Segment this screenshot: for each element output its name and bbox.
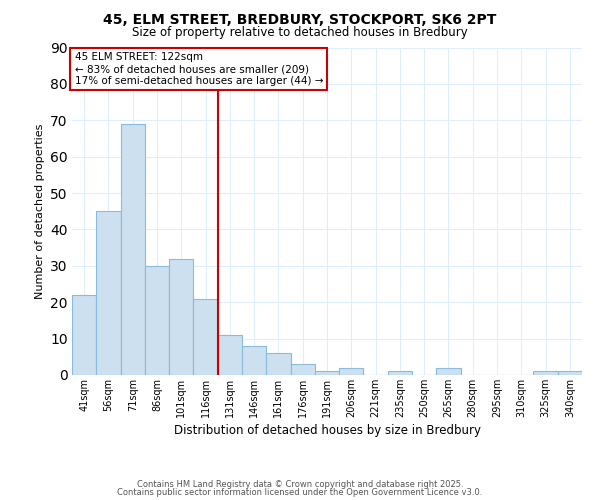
Bar: [242, 346, 266, 375]
Bar: [290, 364, 315, 375]
Bar: [266, 353, 290, 375]
Bar: [145, 266, 169, 375]
Bar: [388, 372, 412, 375]
Bar: [96, 211, 121, 375]
Text: Contains HM Land Registry data © Crown copyright and database right 2025.: Contains HM Land Registry data © Crown c…: [137, 480, 463, 489]
Text: Size of property relative to detached houses in Bredbury: Size of property relative to detached ho…: [132, 26, 468, 39]
Bar: [72, 295, 96, 375]
Bar: [315, 372, 339, 375]
Text: Contains public sector information licensed under the Open Government Licence v3: Contains public sector information licen…: [118, 488, 482, 497]
X-axis label: Distribution of detached houses by size in Bredbury: Distribution of detached houses by size …: [173, 424, 481, 437]
Bar: [558, 372, 582, 375]
Bar: [169, 258, 193, 375]
Text: 45 ELM STREET: 122sqm
← 83% of detached houses are smaller (209)
17% of semi-det: 45 ELM STREET: 122sqm ← 83% of detached …: [74, 52, 323, 86]
Bar: [218, 335, 242, 375]
Bar: [193, 298, 218, 375]
Bar: [339, 368, 364, 375]
Y-axis label: Number of detached properties: Number of detached properties: [35, 124, 44, 299]
Bar: [121, 124, 145, 375]
Bar: [533, 372, 558, 375]
Text: 45, ELM STREET, BREDBURY, STOCKPORT, SK6 2PT: 45, ELM STREET, BREDBURY, STOCKPORT, SK6…: [103, 12, 497, 26]
Bar: [436, 368, 461, 375]
